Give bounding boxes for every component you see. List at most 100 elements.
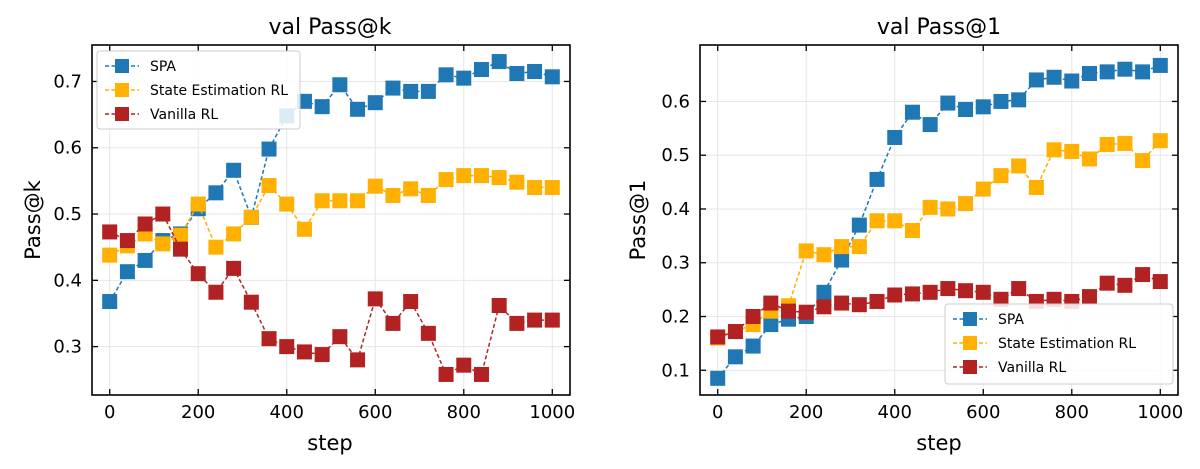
data-point [296,93,312,109]
data-point [993,93,1009,109]
data-point [763,317,779,333]
legend-label: Vanilla RL [998,360,1066,376]
data-point [1117,61,1133,77]
legend-box [944,303,1174,385]
data-point [727,324,743,340]
data-point [958,196,974,212]
y-axis-label: Pass@1 [626,180,650,261]
data-point [904,104,920,120]
data-point [798,304,814,320]
data-point [1046,69,1062,85]
data-point [350,101,366,117]
data-point [243,209,259,225]
data-point [1099,64,1115,80]
data-point [1046,291,1062,307]
data-point [155,206,171,222]
data-point [509,315,525,331]
series-vanilla-rl [710,267,1168,345]
data-point [314,347,330,363]
data-point [527,180,543,196]
data-point [975,99,991,115]
data-point [745,338,761,354]
data-point [208,239,224,255]
data-point [1081,151,1097,167]
data-point [1028,179,1044,195]
x-tick-label: 200 [789,402,823,423]
data-point [473,366,489,382]
data-point [208,284,224,300]
data-point [456,168,472,184]
series-state-estimation-rl [102,168,560,263]
data-point [834,295,850,311]
data-point [119,233,135,249]
data-point [385,315,401,331]
y-tick-label: 0.7 [53,71,82,92]
data-point [922,284,938,300]
legend-entry-spa: SPA [953,312,1024,328]
data-point [1064,143,1080,159]
data-point [438,172,454,188]
y-tick-label: 0.3 [53,337,82,358]
legend-marker [115,83,129,97]
data-point [1135,267,1151,283]
data-point [491,170,507,186]
x-tick-label: 800 [1055,402,1089,423]
data-point [473,62,489,78]
data-point [491,298,507,314]
data-point [509,174,525,190]
y-tick-label: 0.1 [661,360,690,381]
y-tick-label: 0.6 [661,91,690,112]
data-point [296,344,312,360]
data-point [816,299,832,315]
data-point [816,247,832,263]
x-tick-label: 1000 [1137,402,1183,423]
data-point [958,283,974,299]
x-tick-label: 1000 [529,402,575,423]
data-point [940,201,956,217]
data-point [119,264,135,280]
data-point [456,70,472,86]
data-point [727,349,743,365]
data-point [1028,72,1044,88]
data-point [226,260,242,276]
legend-marker [963,312,977,326]
legend-entry-spa: SPA [105,59,176,75]
data-point [438,67,454,83]
data-point [922,117,938,133]
data-point [314,99,330,115]
plot-frame [91,44,571,396]
data-point [869,213,885,229]
x-tick-label: 200 [181,402,215,423]
data-point [208,185,224,201]
data-point [940,95,956,111]
data-point [102,224,118,240]
data-point [975,284,991,300]
x-tick-label: 600 [358,402,392,423]
x-tick-label: 400 [270,402,304,423]
data-point [940,281,956,297]
data-point [1099,275,1115,291]
chart-val-pass-at-1: val Pass@1 step Pass@1 0 200 400 600 800 1000… [626,15,1183,455]
data-point [279,339,295,355]
data-point [367,95,383,111]
y-tick-label: 0.5 [661,145,690,166]
data-point [851,297,867,313]
y-axis-label: Pass@k [21,179,45,259]
series-spa [710,57,1168,386]
data-point [904,222,920,238]
data-point [403,83,419,99]
data-point [438,366,454,382]
legend-label: State Estimation RL [150,83,288,99]
legend-label: SPA [150,59,176,75]
data-point [1011,281,1027,297]
data-point [975,181,991,197]
data-point [1117,135,1133,151]
data-point [1099,136,1115,152]
data-point [350,352,366,368]
data-point [763,295,779,311]
legend-entry-state-estimation-rl: State Estimation RL [105,83,288,99]
data-point [279,196,295,212]
data-point [710,370,726,386]
data-point [173,227,189,243]
data-point [102,294,118,310]
